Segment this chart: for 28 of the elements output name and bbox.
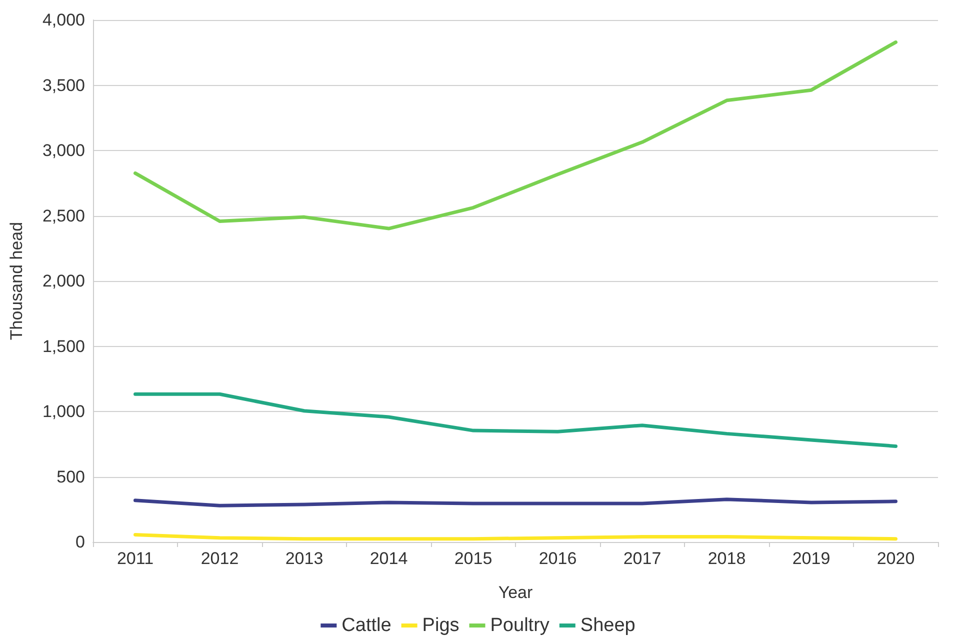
x-tick-label: 2012	[200, 549, 239, 568]
y-tick-label: 4,000	[42, 10, 85, 30]
line-series	[134, 392, 898, 448]
line-series	[134, 40, 898, 230]
x-axis-title: Year	[498, 583, 534, 602]
x-tick-label: 2011	[116, 549, 154, 568]
y-axis-title: Thousand head	[7, 222, 26, 340]
x-tick-label: 2014	[370, 549, 408, 568]
line-series	[134, 498, 898, 508]
x-tick-label: 2015	[454, 549, 492, 568]
y-tick-label: 500	[56, 467, 85, 486]
legend-label: Sheep	[580, 615, 636, 636]
y-tick-label: 0	[76, 532, 85, 552]
x-tick-label: 2019	[792, 549, 830, 568]
legend-label: Poultry	[490, 615, 550, 636]
x-tick-label: 2016	[538, 549, 577, 568]
y-tick-label: 2,500	[42, 206, 85, 226]
y-tick-label: 3,000	[42, 141, 85, 160]
y-tick-label: 1,000	[42, 402, 85, 421]
x-tick-label: 2020	[876, 549, 915, 568]
y-tick-label: 3,500	[42, 76, 85, 95]
y-tick-label: 2,000	[42, 272, 85, 290]
y-tick-label: 1,500	[42, 336, 85, 356]
legend-label: Cattle	[342, 615, 392, 636]
x-tick-label: 2018	[708, 549, 746, 568]
legend-label: Pigs	[422, 615, 460, 636]
x-tick-label: 2013	[285, 549, 324, 568]
x-tick-label: 2017	[623, 549, 662, 568]
